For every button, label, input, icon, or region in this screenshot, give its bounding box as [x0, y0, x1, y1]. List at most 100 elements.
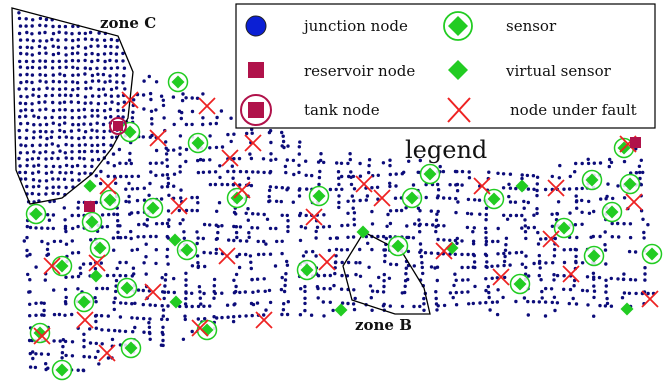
network-node: [484, 236, 488, 240]
network-node: [477, 198, 482, 202]
network-node: [283, 164, 288, 169]
network-node: [537, 253, 541, 258]
network-node: [367, 170, 371, 175]
network-node: [108, 107, 113, 112]
network-node: [160, 304, 164, 308]
network-node: [64, 53, 68, 57]
network-node: [617, 235, 621, 239]
network-node: [122, 66, 127, 70]
network-node: [265, 217, 270, 221]
network-node: [44, 362, 48, 366]
network-node: [132, 272, 136, 276]
network-node: [472, 253, 476, 258]
fault-marker: [98, 344, 116, 362]
network-node: [84, 80, 88, 85]
network-node: [567, 301, 571, 306]
network-node: [166, 304, 170, 308]
network-node: [44, 143, 49, 147]
network-node: [345, 274, 350, 278]
network-node: [420, 265, 424, 270]
network-node: [283, 278, 288, 282]
network-node: [172, 122, 176, 127]
network-node: [281, 308, 286, 312]
network-node: [544, 237, 548, 241]
network-node: [333, 271, 337, 276]
network-node: [64, 156, 68, 160]
network-node: [214, 145, 219, 150]
network-node: [165, 317, 169, 322]
network-node: [269, 152, 273, 156]
network-node: [603, 243, 607, 247]
network-node: [484, 218, 488, 222]
network-node: [100, 342, 104, 346]
network-node: [466, 265, 470, 270]
network-node: [115, 45, 119, 49]
network-node: [161, 308, 166, 312]
network-node: [31, 185, 36, 189]
network-node: [27, 290, 31, 294]
network-node: [238, 314, 242, 318]
network-node: [50, 115, 54, 120]
network-node: [496, 226, 500, 231]
network-node: [633, 250, 638, 254]
network-node: [269, 140, 273, 145]
network-node: [165, 254, 169, 259]
network-node: [634, 291, 638, 296]
network-node: [553, 308, 557, 313]
network-node: [281, 139, 286, 144]
network-node: [370, 247, 374, 252]
sensor-marker: [226, 187, 248, 209]
network-node: [232, 238, 236, 243]
network-node: [197, 285, 202, 289]
network-node: [485, 265, 489, 269]
network-node: [107, 212, 111, 217]
network-node: [31, 87, 36, 92]
network-node: [105, 273, 110, 278]
network-node: [256, 239, 260, 244]
network-node: [467, 176, 472, 180]
network-node: [101, 136, 106, 140]
network-node: [141, 135, 145, 139]
network-node: [61, 344, 65, 349]
network-node: [424, 195, 428, 200]
network-node: [61, 338, 65, 342]
network-node: [527, 274, 531, 278]
fault-marker: [218, 247, 236, 265]
network-node: [285, 188, 289, 192]
network-node: [488, 308, 492, 312]
network-node: [90, 51, 94, 56]
network-node: [114, 181, 118, 185]
network-node: [592, 209, 596, 214]
sensor-marker: [196, 319, 218, 341]
network-node: [165, 173, 170, 177]
network-node: [195, 96, 200, 101]
network-node: [508, 263, 512, 267]
network-node: [117, 147, 122, 152]
network-node: [161, 343, 165, 348]
network-node: [25, 254, 29, 258]
network-node: [76, 51, 80, 55]
network-node: [64, 31, 68, 35]
network-node: [100, 286, 105, 291]
network-node: [30, 191, 34, 196]
network-node: [382, 302, 386, 306]
reservoir-node-icon: [248, 62, 264, 78]
network-node: [23, 108, 28, 112]
network-node: [208, 134, 212, 138]
network-node: [304, 173, 308, 177]
network-node: [142, 235, 146, 239]
network-node: [76, 206, 80, 210]
network-node: [90, 108, 94, 113]
network-node: [225, 182, 230, 187]
network-node: [213, 170, 218, 174]
network-node: [109, 94, 114, 98]
network-node: [165, 247, 170, 252]
network-node: [592, 161, 596, 165]
network-node: [57, 59, 61, 63]
network-node: [238, 225, 243, 229]
network-node: [96, 157, 101, 162]
network-node: [503, 248, 508, 252]
network-node: [28, 314, 32, 318]
network-node: [434, 218, 439, 222]
